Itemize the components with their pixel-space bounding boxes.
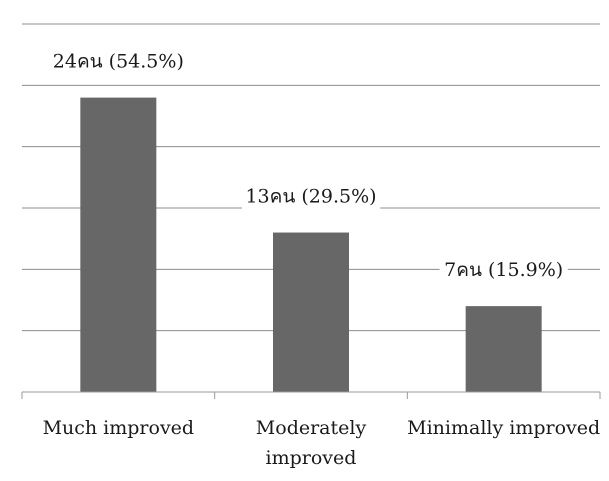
data-labels: 24คน (54.5%) 13คน (29.5%) 7คน (15.9%) [53, 51, 563, 282]
data-label: 7คน (15.9%) [444, 259, 563, 281]
x-tick-label: Moderately improved [256, 417, 367, 469]
data-label: 24คน (54.5%) [53, 51, 184, 73]
x-tick-label: Much improved [43, 417, 195, 439]
x-tick-label-line: Minimally improved [407, 417, 600, 439]
x-tick-label-line: Much improved [43, 417, 195, 439]
bar [80, 97, 157, 392]
x-tick-label-line: improved [266, 447, 357, 469]
x-tick-labels: Much improved Moderately improved Minimally… [43, 417, 601, 469]
x-tick-label-line: Moderately [256, 417, 367, 439]
bar [273, 232, 349, 392]
x-tick-label: Minimally improved [407, 417, 600, 439]
x-axis [21, 391, 601, 399]
bars [80, 97, 542, 392]
bar [465, 306, 542, 392]
data-label: 13คน (29.5%) [245, 186, 376, 208]
